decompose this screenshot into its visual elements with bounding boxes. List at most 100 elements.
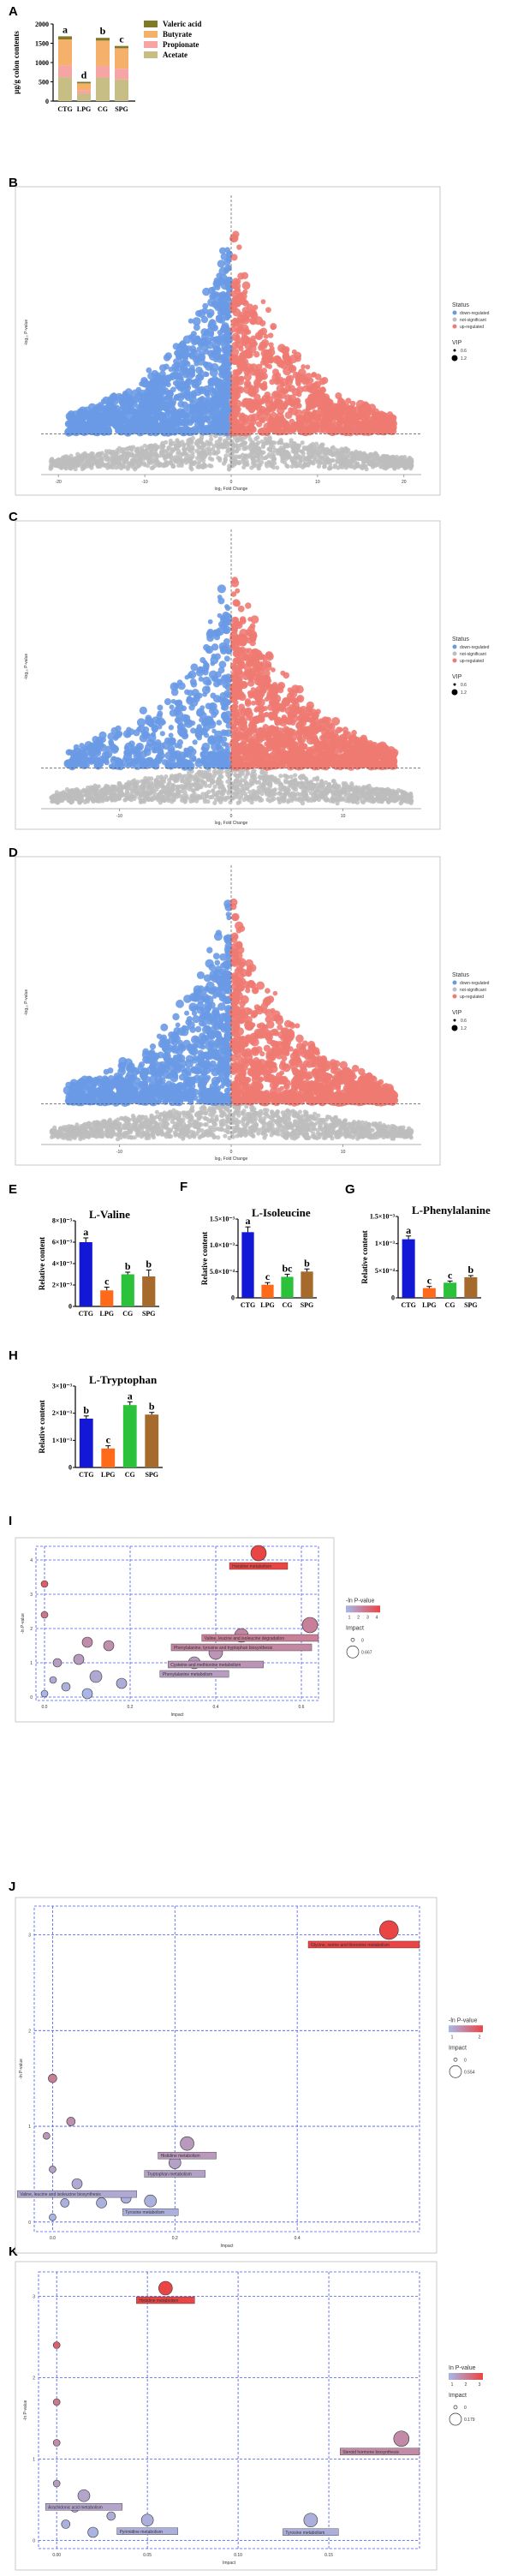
point-not-significant <box>293 777 298 783</box>
point-not-significant <box>131 454 136 459</box>
volcano-legend-dot <box>452 324 457 329</box>
point-not-significant <box>175 445 180 451</box>
point-not-significant <box>131 464 136 470</box>
point-not-significant <box>99 794 105 800</box>
point-down <box>226 250 231 255</box>
point-not-significant <box>259 791 265 797</box>
point-up <box>317 394 325 403</box>
point-not-significant <box>235 800 241 805</box>
point-not-significant <box>208 437 214 442</box>
point-not-significant <box>142 443 147 448</box>
point-up <box>253 393 261 401</box>
point-not-significant <box>173 458 178 463</box>
point-not-significant <box>271 778 277 783</box>
point-not-significant <box>50 457 55 463</box>
point-down <box>203 349 210 355</box>
point-not-significant <box>346 786 351 792</box>
point-not-significant <box>253 442 259 447</box>
point-not-significant <box>264 774 270 780</box>
point-not-significant <box>349 464 354 469</box>
point-down <box>212 422 219 428</box>
point-down <box>67 424 74 432</box>
point-not-significant <box>200 451 205 457</box>
point-not-significant <box>124 446 129 451</box>
point-up <box>230 318 240 327</box>
point-down <box>168 397 177 406</box>
point-not-significant <box>98 451 103 457</box>
point-down <box>123 394 129 400</box>
point-down <box>185 345 193 352</box>
a-bar-segment <box>96 38 110 41</box>
point-not-significant <box>395 461 400 466</box>
point-not-significant <box>208 778 214 783</box>
point-not-significant <box>91 798 96 804</box>
point-up <box>241 306 250 314</box>
point-not-significant <box>166 789 171 794</box>
point-not-significant <box>91 794 96 799</box>
point-not-significant <box>258 775 263 780</box>
point-not-significant <box>254 450 260 455</box>
point-not-significant <box>112 795 117 800</box>
point-not-significant <box>148 796 154 801</box>
point-not-significant <box>96 784 101 789</box>
point-not-significant <box>324 786 330 791</box>
point-down <box>79 422 86 429</box>
point-not-significant <box>330 796 335 801</box>
point-up <box>291 349 297 355</box>
point-not-significant <box>239 793 244 799</box>
point-up <box>236 377 245 386</box>
point-not-significant <box>211 769 217 774</box>
point-not-significant <box>68 453 74 458</box>
point-not-significant <box>223 797 228 803</box>
a-x-tick-label: CG <box>98 105 108 113</box>
point-down <box>174 362 182 369</box>
a-letter: c <box>119 33 124 45</box>
point-not-significant <box>189 467 194 472</box>
panel-label-H: H <box>9 1348 18 1363</box>
point-down <box>102 406 111 415</box>
point-down <box>202 287 211 296</box>
point-down <box>216 398 223 406</box>
point-not-significant <box>400 789 406 795</box>
point-not-significant <box>244 455 250 460</box>
point-not-significant <box>228 799 233 805</box>
point-not-significant <box>276 777 281 783</box>
point-not-significant <box>211 788 216 794</box>
volcano-vip-dot <box>451 355 458 362</box>
point-up <box>229 399 237 408</box>
point-not-significant <box>251 446 256 451</box>
point-down <box>173 417 179 423</box>
point-down <box>208 364 214 370</box>
point-down <box>191 413 200 422</box>
point-not-significant <box>362 785 368 791</box>
point-down <box>104 424 111 432</box>
a-bar-segment <box>96 77 110 101</box>
point-down <box>159 731 165 737</box>
point-not-significant <box>219 774 224 780</box>
point-not-significant <box>124 455 129 460</box>
point-not-significant <box>138 458 144 464</box>
point-up <box>263 333 269 339</box>
point-down <box>182 425 190 433</box>
a-y-tick-label: 1000 <box>35 59 49 67</box>
point-not-significant <box>243 461 248 466</box>
point-down <box>113 404 121 412</box>
point-down <box>179 340 187 347</box>
point-down <box>195 309 202 317</box>
point-down <box>74 419 80 425</box>
panel-label-C: C <box>9 510 18 524</box>
point-not-significant <box>167 452 172 457</box>
a-bar-segment <box>115 79 128 101</box>
a-bar-segment <box>115 69 128 80</box>
point-not-significant <box>336 784 342 789</box>
a-letter: d <box>81 69 87 81</box>
point-not-significant <box>194 448 199 453</box>
point-not-significant <box>216 445 221 451</box>
point-down <box>211 387 217 393</box>
point-not-significant <box>177 793 182 798</box>
point-up <box>298 374 307 382</box>
point-not-significant <box>92 459 98 464</box>
point-up <box>329 417 336 425</box>
point-not-significant <box>363 798 368 803</box>
point-not-significant <box>199 795 205 800</box>
